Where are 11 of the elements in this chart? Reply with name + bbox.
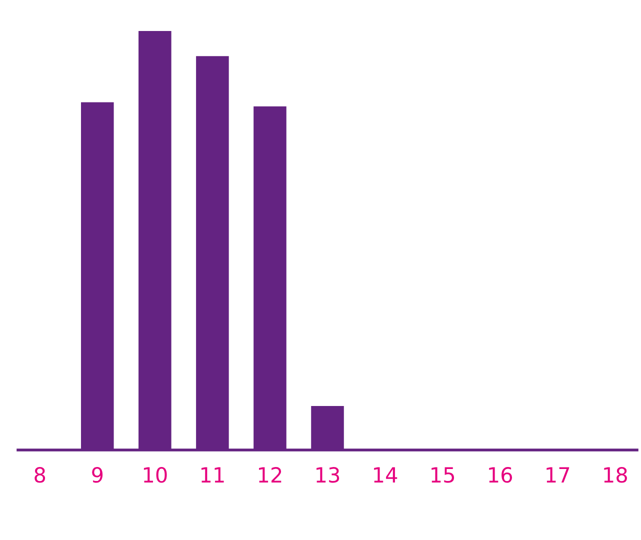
x-tick-label: 15	[432, 467, 454, 483]
x-tick-label: 11	[201, 467, 224, 482]
x-tick-label: 18	[604, 467, 627, 483]
x-tick-label: 13	[316, 467, 340, 483]
x-tick-label: 16	[489, 467, 512, 483]
x-tick-label: 14	[374, 467, 398, 482]
x-tick-label: 17	[546, 467, 570, 482]
x-tick-label: 9	[92, 467, 103, 483]
x-tick-label: 10	[144, 467, 167, 483]
x-tick-label: 8	[34, 467, 46, 483]
x-tick-label: 12	[259, 467, 282, 482]
